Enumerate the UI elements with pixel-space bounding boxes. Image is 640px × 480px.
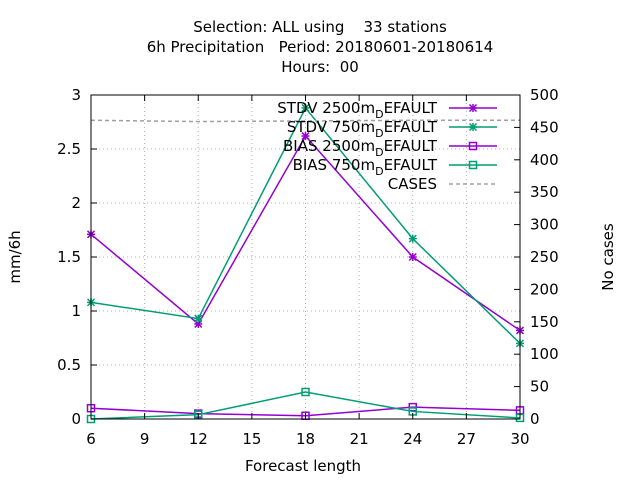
x-tick-label: 15 [242, 430, 261, 448]
data-point-marker [301, 387, 310, 397]
x-axis-label: Forecast length [245, 457, 361, 475]
series-line-4 [90, 119, 520, 123]
y2-tick-label: 100 [530, 345, 559, 363]
legend-label: STDV 750mDEFAULT [287, 118, 438, 140]
data-point-marker [408, 402, 417, 412]
y2-tick-label: 250 [530, 248, 559, 266]
x-tick-label: 21 [350, 430, 369, 448]
y-tick-label: 0 [71, 410, 81, 428]
y2-tick-label: 500 [530, 86, 559, 104]
y2-tick-label: 400 [530, 151, 559, 169]
y-tick-label: 1 [71, 302, 81, 320]
y2-tick-label: 50 [530, 378, 549, 396]
y-tick-label: 2 [71, 194, 81, 212]
y-tick-label: 2.5 [57, 140, 81, 158]
y2-tick-label: 150 [530, 313, 559, 331]
legend-label: STDV 2500mDEFAULT [277, 99, 438, 121]
y-tick-label: 3 [71, 86, 81, 104]
x-tick-label: 9 [140, 430, 150, 448]
legend-swatch-marker [468, 141, 478, 151]
axis-ticks: 6 9 12 15 18 21 24 27 3000.511.522.5305010015020… [57, 86, 559, 448]
data-point-marker [408, 234, 417, 243]
y2-axis-label: No cases [599, 223, 617, 291]
series-line-3 [90, 391, 521, 420]
legend-swatch-marker [468, 103, 478, 113]
x-tick-label: 6 [86, 430, 96, 448]
legend-swatch-marker [468, 160, 478, 170]
chart-title-line-2: 6h Precipitation Period: 20180601-201806… [146, 38, 494, 56]
x-tick-label: 18 [296, 430, 315, 448]
legend-label: BIAS 2500mDEFAULT [283, 137, 438, 159]
x-tick-label: 27 [457, 430, 476, 448]
legend-swatch-marker [468, 122, 478, 132]
data-point-marker [408, 252, 417, 262]
legend-label: BIAS 750mDEFAULT [293, 156, 438, 178]
x-tick-label: 12 [189, 430, 208, 448]
legend-label: CASES [388, 175, 437, 193]
y2-tick-label: 200 [530, 280, 559, 298]
data-point-marker [301, 132, 310, 141]
data-point-marker [301, 103, 310, 112]
y2-tick-label: 350 [530, 183, 559, 201]
x-tick-label: 30 [510, 430, 529, 448]
y-axis-label: mm/6h [6, 230, 24, 283]
y2-tick-label: 450 [530, 118, 559, 136]
chart-title-line-1: Selection: ALL using 33 stations [193, 18, 447, 36]
chart-title-line-3: Hours: 00 [281, 58, 359, 76]
y2-tick-label: 0 [530, 410, 540, 428]
data-point-marker [194, 314, 203, 323]
y2-tick-label: 300 [530, 216, 559, 234]
y-tick-label: 0.5 [57, 356, 81, 374]
y-tick-label: 1.5 [57, 248, 81, 266]
x-tick-label: 24 [403, 430, 422, 448]
